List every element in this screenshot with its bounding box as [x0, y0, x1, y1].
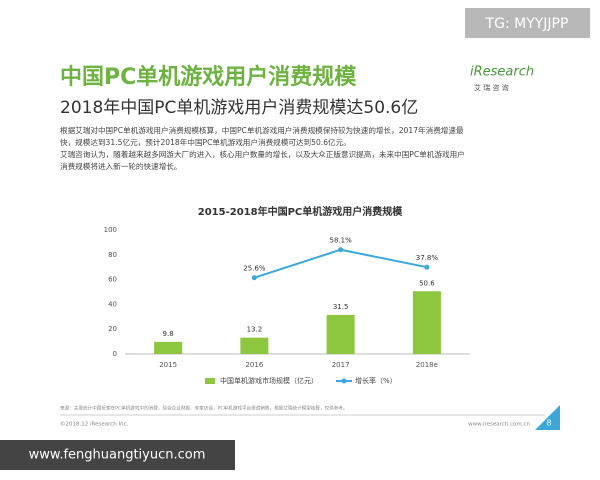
line-marker [424, 264, 430, 270]
legend-label: 中国单机游戏市场规模（亿元） [220, 376, 318, 385]
y-tick-label: 0 [113, 350, 117, 358]
data-label: 50.6 [419, 279, 435, 287]
legend-swatch [205, 378, 215, 384]
title: 中国PC单机游戏用户消费规模 [60, 64, 357, 90]
y-tick-label: 80 [108, 251, 117, 259]
data-label: 9.8 [163, 330, 174, 338]
paragraph-line: 根据艾瑞对中国PC单机游戏用户消费规模核算，中国PC单机游戏用户消费规模保持较为… [60, 125, 464, 135]
logo-sub: 艾 瑞 咨 询 [474, 83, 509, 92]
watermark: TG: MYYJJPP [485, 16, 569, 32]
corner [535, 405, 560, 430]
data-label: 13.2 [247, 326, 263, 334]
data-label: 58.1% [330, 237, 353, 245]
bar [412, 291, 441, 354]
chart-title: 2015-2018年中国PC单机游戏用户消费规模 [198, 205, 403, 218]
line [254, 248, 428, 279]
bar [240, 337, 269, 354]
logo: iResearch [470, 65, 534, 80]
page-number: 8 [546, 419, 551, 428]
line-marker [251, 275, 257, 281]
x-tick-label: 2017 [332, 361, 350, 369]
watermark-bottom-box [0, 440, 235, 470]
line-marker [338, 247, 344, 253]
bar [154, 341, 183, 354]
copyright: ©2018.12 iResearch Inc. [60, 421, 129, 428]
y-tick-label: 100 [104, 226, 117, 234]
subtitle: 2018年中国PC单机游戏用户消费规模达50.6亿 [60, 98, 418, 118]
y-tick-label: 40 [108, 300, 117, 308]
legend-marker [341, 378, 347, 384]
data-label: 37.8% [416, 254, 439, 262]
paragraph-line: 快，规模达到31.5亿元，预计2018年中国PC单机游戏用户消费规模可达到50.… [60, 137, 351, 147]
source: 来源：主要统计中国玩家在PC单机游戏中的消费，综合企业财报、专家访谈，PC单机游… [60, 405, 348, 412]
x-tick-label: 2015 [159, 361, 177, 369]
legend-label: 增长率（%） [355, 376, 397, 385]
x-tick-label: 2018e [416, 361, 438, 369]
watermark-bottom: www.fenghuangtiyucn.com [29, 448, 206, 463]
paragraph-line: 消费规模将进入新一轮的快速增长。 [60, 161, 182, 171]
data-label: 25.6% [243, 265, 266, 273]
paragraph-line: 艾瑞咨询认为，随着越来越多网游大厂的进入，核心用户数量的增长，以及大众正版意识提… [60, 149, 465, 159]
bar [326, 314, 355, 354]
x-tick-label: 2016 [245, 361, 263, 369]
y-tick-label: 20 [108, 325, 117, 333]
watermark-box [465, 8, 590, 38]
site: www.iresearch.com.cn [468, 422, 530, 428]
y-tick-label: 60 [108, 276, 117, 284]
data-label: 31.5 [333, 303, 349, 311]
